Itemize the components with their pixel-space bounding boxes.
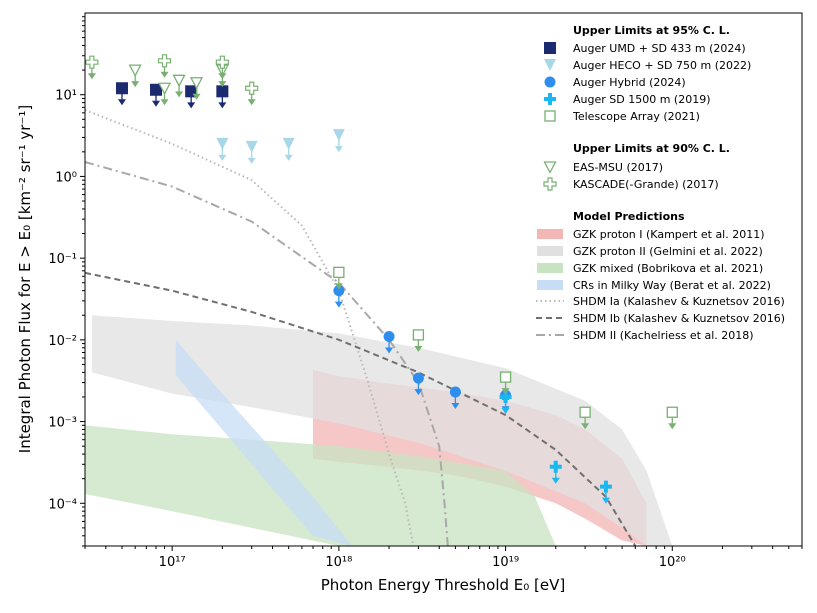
- legend-title-90: Upper Limits at 90% C. L.: [573, 142, 730, 155]
- point-eas-msu-2017: [172, 74, 186, 98]
- legend-item-shdm-ia-kalashev-kuznetsov-2016: SHDM Ia (Kalashev & Kuznetsov 2016): [536, 295, 785, 308]
- legend-item-auger-hybrid-2024: Auger Hybrid (2024): [544, 76, 686, 89]
- y-tick-label: 10⁰: [55, 170, 77, 185]
- legend-item-auger-heco-sd-750-m-2022: Auger HECO + SD 750 m (2022): [544, 59, 751, 72]
- point-telescope-array-2021: [412, 329, 425, 352]
- point-kascade-grande-2017: [157, 54, 172, 78]
- svg-text:GZK proton II (Gelmini et al.: GZK proton II (Gelmini et al. 2022): [573, 245, 763, 258]
- plot-frame: [84, 12, 803, 547]
- svg-text:Auger UMD + SD 433 m (2024): Auger UMD + SD 433 m (2024): [573, 42, 746, 55]
- legend-item-auger-umd-sd-433-m-2024: Auger UMD + SD 433 m (2024): [544, 42, 746, 55]
- legend-item-eas-msu-2017: EAS-MSU (2017): [543, 161, 663, 174]
- y-tick-label: 10⁻¹: [48, 252, 77, 267]
- point-auger-heco-sd-750-m-2022: [245, 140, 258, 164]
- svg-text:KASCADE(-Grande) (2017): KASCADE(-Grande) (2017): [573, 178, 719, 191]
- legend-entries: Auger UMD + SD 433 m (2024) Auger HECO + …: [536, 42, 785, 342]
- point-auger-hybrid-2024: [449, 386, 461, 410]
- legend-item-gzk-mixed-bobrikova-et-al-2021: GZK mixed (Bobrikova et al. 2021): [537, 262, 763, 275]
- point-auger-sd-1500-m-2019: [599, 480, 612, 504]
- point-auger-umd-sd-433-m-2024: [216, 85, 229, 109]
- legend-item-gzk-proton-i-kampert-et-al-2011: GZK proton I (Kampert et al. 2011): [537, 228, 765, 241]
- legend-item-telescope-array-2021: Telescope Array (2021): [544, 110, 700, 123]
- svg-text:CRs in Milky Way (Berat et al.: CRs in Milky Way (Berat et al. 2022): [573, 279, 771, 292]
- svg-text:Auger SD 1500 m (2019): Auger SD 1500 m (2019): [573, 93, 711, 106]
- legend-item-auger-sd-1500-m-2019: Auger SD 1500 m (2019): [544, 93, 711, 106]
- svg-text:SHDM II (Kachelriess et al. 20: SHDM II (Kachelriess et al. 2018): [573, 329, 754, 342]
- point-auger-sd-1500-m-2019: [549, 460, 562, 484]
- ticks-layer: 10¹⁷ 10¹⁸ 10¹⁹ 10²⁰ 10⁻⁴ 10⁻³ 10⁻² 10⁻¹ 10⁰ 10¹: [48, 16, 803, 570]
- point-telescope-array-2021: [333, 266, 345, 290]
- x-tick-label: 10¹⁹: [492, 555, 519, 570]
- point-eas-msu-2017: [157, 82, 172, 106]
- lines-layer: [84, 109, 637, 547]
- band-gzk-mixed-bobrikova-et-al-2021: [85, 425, 556, 546]
- point-kascade-grande-2017: [85, 55, 99, 80]
- x-tick-label: 10¹⁷: [159, 555, 186, 570]
- point-auger-hybrid-2024: [383, 330, 395, 354]
- legend-item-shdm-ii-kachelriess-et-al-2018: SHDM II (Kachelriess et al. 2018): [536, 329, 754, 342]
- x-tick-label: 10¹⁸: [325, 555, 352, 570]
- point-auger-umd-sd-433-m-2024: [150, 83, 163, 107]
- y-tick-label: 10⁻³: [48, 416, 77, 431]
- point-auger-sd-1500-m-2019: [499, 390, 512, 414]
- svg-text:GZK mixed (Bobrikova et al. 20: GZK mixed (Bobrikova et al. 2021): [573, 262, 763, 275]
- line-shdm-ii-kachelriess-et-al-2018: [84, 161, 449, 547]
- svg-text:Telescope Array (2021): Telescope Array (2021): [572, 110, 700, 123]
- point-auger-heco-sd-750-m-2022: [216, 137, 229, 161]
- y-axis-label: Integral Photon Flux for E > E₀ [km⁻² sr…: [16, 105, 34, 453]
- band-crs-in-milky-way-berat-et-al-2022: [175, 339, 353, 546]
- y-tick-label: 10¹: [55, 89, 77, 104]
- x-tick-label: 10²⁰: [659, 555, 686, 570]
- svg-text:EAS-MSU (2017): EAS-MSU (2017): [573, 161, 663, 174]
- legend-frame: [533, 17, 798, 347]
- point-auger-heco-sd-750-m-2022: [332, 129, 345, 153]
- point-telescope-array-2021: [666, 406, 678, 430]
- svg-text:GZK proton I (Kampert et al. 2: GZK proton I (Kampert et al. 2011): [573, 228, 765, 241]
- legend-title-95: Upper Limits at 95% C. L.: [573, 24, 730, 37]
- point-auger-hybrid-2024: [333, 285, 345, 308]
- legend: Upper Limits at 95% C. L. Upper Limits a…: [533, 17, 798, 347]
- x-axis-label: Photon Energy Threshold E₀ [eV]: [321, 576, 566, 594]
- svg-text:Auger Hybrid (2024): Auger Hybrid (2024): [573, 76, 686, 89]
- point-telescope-array-2021: [499, 371, 512, 395]
- point-auger-hybrid-2024: [412, 372, 424, 396]
- legend-title-models: Model Predictions: [573, 210, 685, 223]
- legend-item-kascade-grande-2017: KASCADE(-Grande) (2017): [543, 177, 719, 191]
- point-kascade-grande-2017: [245, 81, 259, 106]
- point-kascade-grande-2017: [215, 55, 229, 80]
- legend-item-shdm-ib-kalashev-kuznetsov-2016: SHDM Ib (Kalashev & Kuznetsov 2016): [536, 312, 785, 325]
- svg-text:SHDM Ia (Kalashev & Kuznetsov: SHDM Ia (Kalashev & Kuznetsov 2016): [573, 295, 785, 308]
- point-eas-msu-2017: [189, 77, 204, 100]
- band-gzk-proton-ii-gelmini-et-al-2022: [91, 315, 673, 546]
- point-eas-msu-2017: [128, 64, 142, 88]
- svg-text:Auger HECO + SD 750 m (2022): Auger HECO + SD 750 m (2022): [573, 59, 751, 72]
- points-layer: [85, 54, 678, 504]
- point-auger-umd-sd-433-m-2024: [115, 82, 128, 106]
- y-tick-label: 10⁻⁴: [48, 497, 77, 512]
- legend-item-crs-in-milky-way-berat-et-al-2022: CRs in Milky Way (Berat et al. 2022): [537, 279, 771, 292]
- bands-layer: [85, 315, 673, 546]
- y-tick-label: 10⁻²: [48, 334, 77, 349]
- line-shdm-ia-kalashev-kuznetsov-2016: [84, 109, 415, 547]
- line-shdm-ib-kalashev-kuznetsov-2016: [84, 271, 637, 547]
- legend-item-gzk-proton-ii-gelmini-et-al-2022: GZK proton II (Gelmini et al. 2022): [537, 245, 763, 258]
- svg-text:SHDM Ib (Kalashev & Kuznetsov: SHDM Ib (Kalashev & Kuznetsov 2016): [573, 312, 785, 325]
- point-telescope-array-2021: [579, 406, 591, 430]
- point-auger-heco-sd-750-m-2022: [282, 137, 295, 161]
